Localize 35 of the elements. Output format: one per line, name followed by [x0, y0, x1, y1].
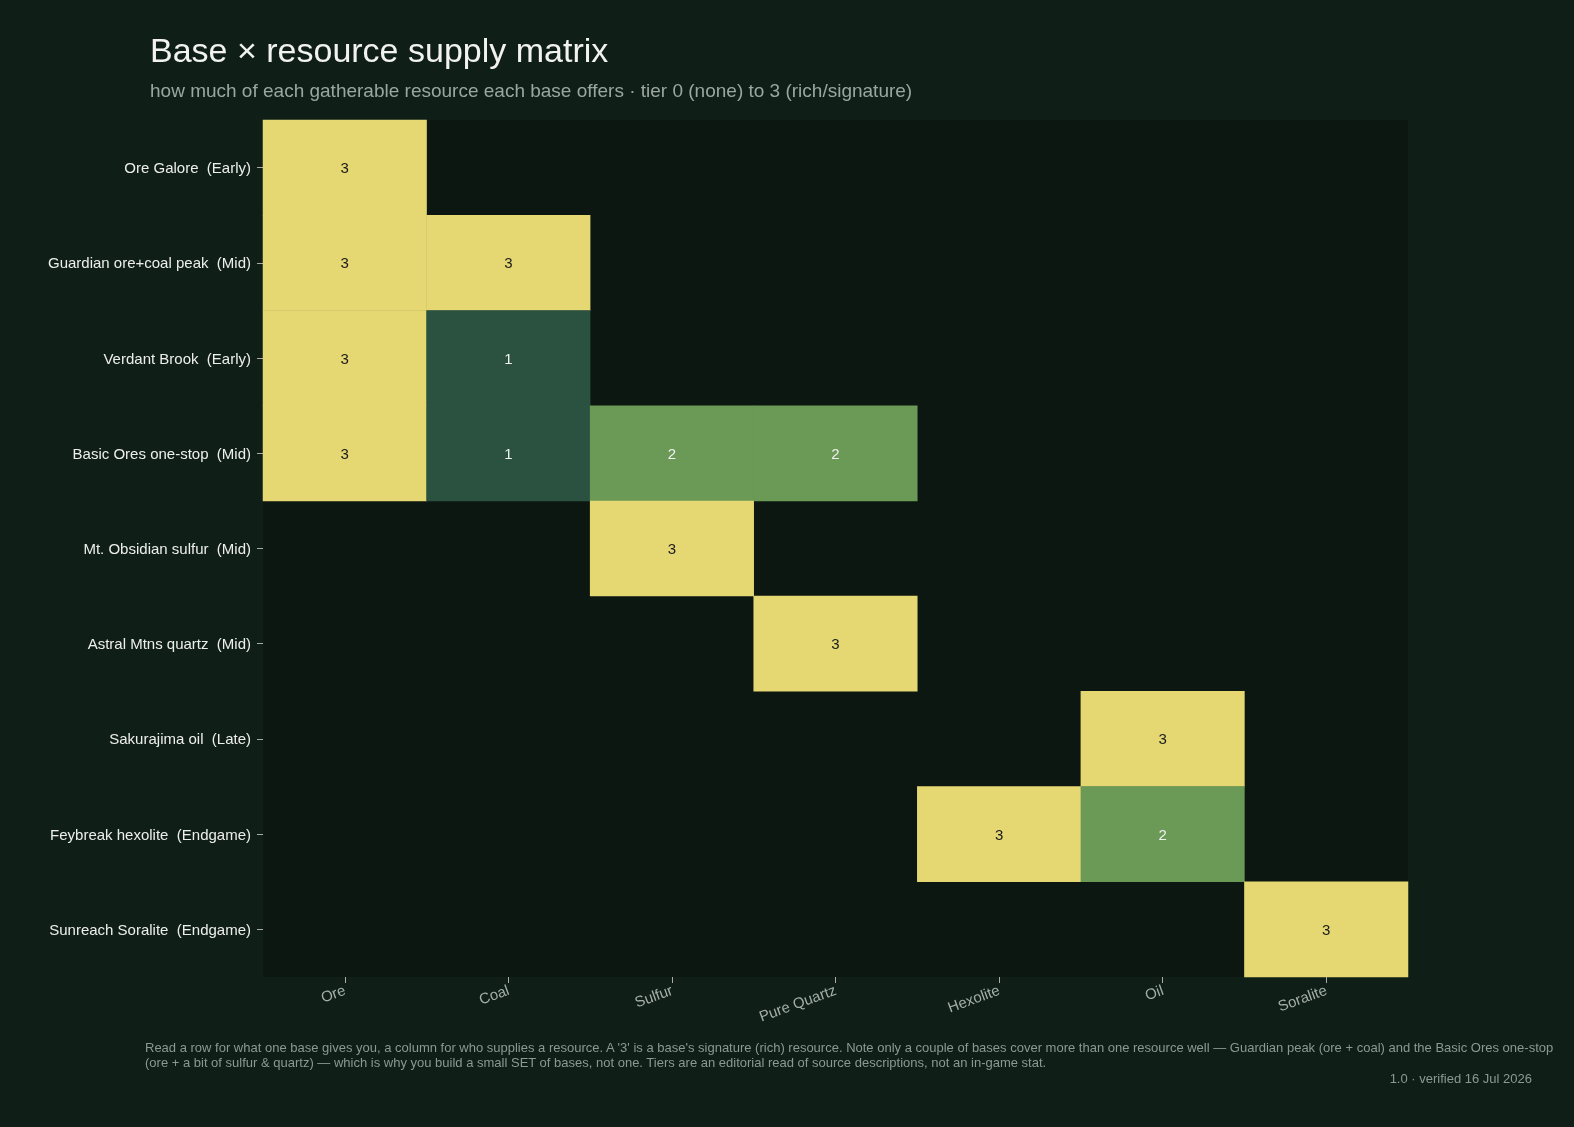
- y-tick-label: Astral Mtns quartz (Mid): [87, 635, 251, 653]
- y-tick-label: Verdant Brook (Early): [103, 349, 251, 367]
- data-label: 3: [667, 540, 677, 557]
- x-tick-label: Ore: [318, 981, 348, 1006]
- x-tick-label: Pure Quartz: [756, 981, 839, 1025]
- y-tick-label: Guardian ore+coal peak (Mid): [47, 254, 251, 272]
- x-tick-label: Oil: [1142, 981, 1166, 1004]
- data-label: 3: [1158, 730, 1167, 748]
- y-tick-label: Ore Galore (Early): [124, 159, 251, 177]
- y-tick-label: Sunreach Soralite (Endgame): [49, 920, 251, 938]
- data-label: 3: [831, 635, 840, 653]
- x-tick-label: Soralite: [1275, 981, 1330, 1015]
- data-label: 2: [667, 444, 677, 462]
- data-label: 1: [504, 444, 513, 462]
- text: Read a row for what one base gives you, a column for who supplies a resource. A '3' is a base's signature (rich) resource. Note only a couple of bases cover more than one resource well — Guardian peak (ore + coal) and the Basic Ores one-stop (ore + a bit of sulfur & quartz) — which is why you build a small SET of bases, not one. Tiers are an editorial read of source descriptions, not an in-game stat.: [145, 1040, 1557, 1070]
- data-label: 3: [340, 444, 349, 462]
- data-label: 2: [831, 444, 840, 462]
- data-label: 3: [504, 254, 513, 272]
- chart-title: Base × resource supply matrix: [150, 31, 609, 69]
- data-label: 3: [1322, 920, 1331, 938]
- y-tick-label: Basic Ores one-stop (Mid): [72, 444, 251, 462]
- y-tick-label: Feybreak hexolite (Endgame): [50, 825, 251, 843]
- data-label: 3: [340, 349, 349, 367]
- data-label: 3: [994, 825, 1004, 843]
- chart-subtitle: how much of each gatherable resource each base offers · tier 0 (none) to 3 (rich/signature): [150, 80, 913, 101]
- data-label: 1: [504, 349, 513, 367]
- x-tick-label: Sulfur: [632, 981, 675, 1011]
- data-label: 2: [1158, 825, 1167, 843]
- x-tick-label: Hexolite: [945, 981, 1002, 1016]
- data-label: 3: [340, 159, 349, 177]
- y-tick-label: Sakurajima oil (Late): [109, 730, 251, 748]
- text: 1.0 · verified 16 Jul 2026: [1389, 1071, 1533, 1086]
- data-label: 3: [340, 254, 349, 272]
- y-tick-label: Mt. Obsidian sulfur (Mid): [83, 540, 251, 557]
- x-tick-label: Coal: [476, 981, 512, 1008]
